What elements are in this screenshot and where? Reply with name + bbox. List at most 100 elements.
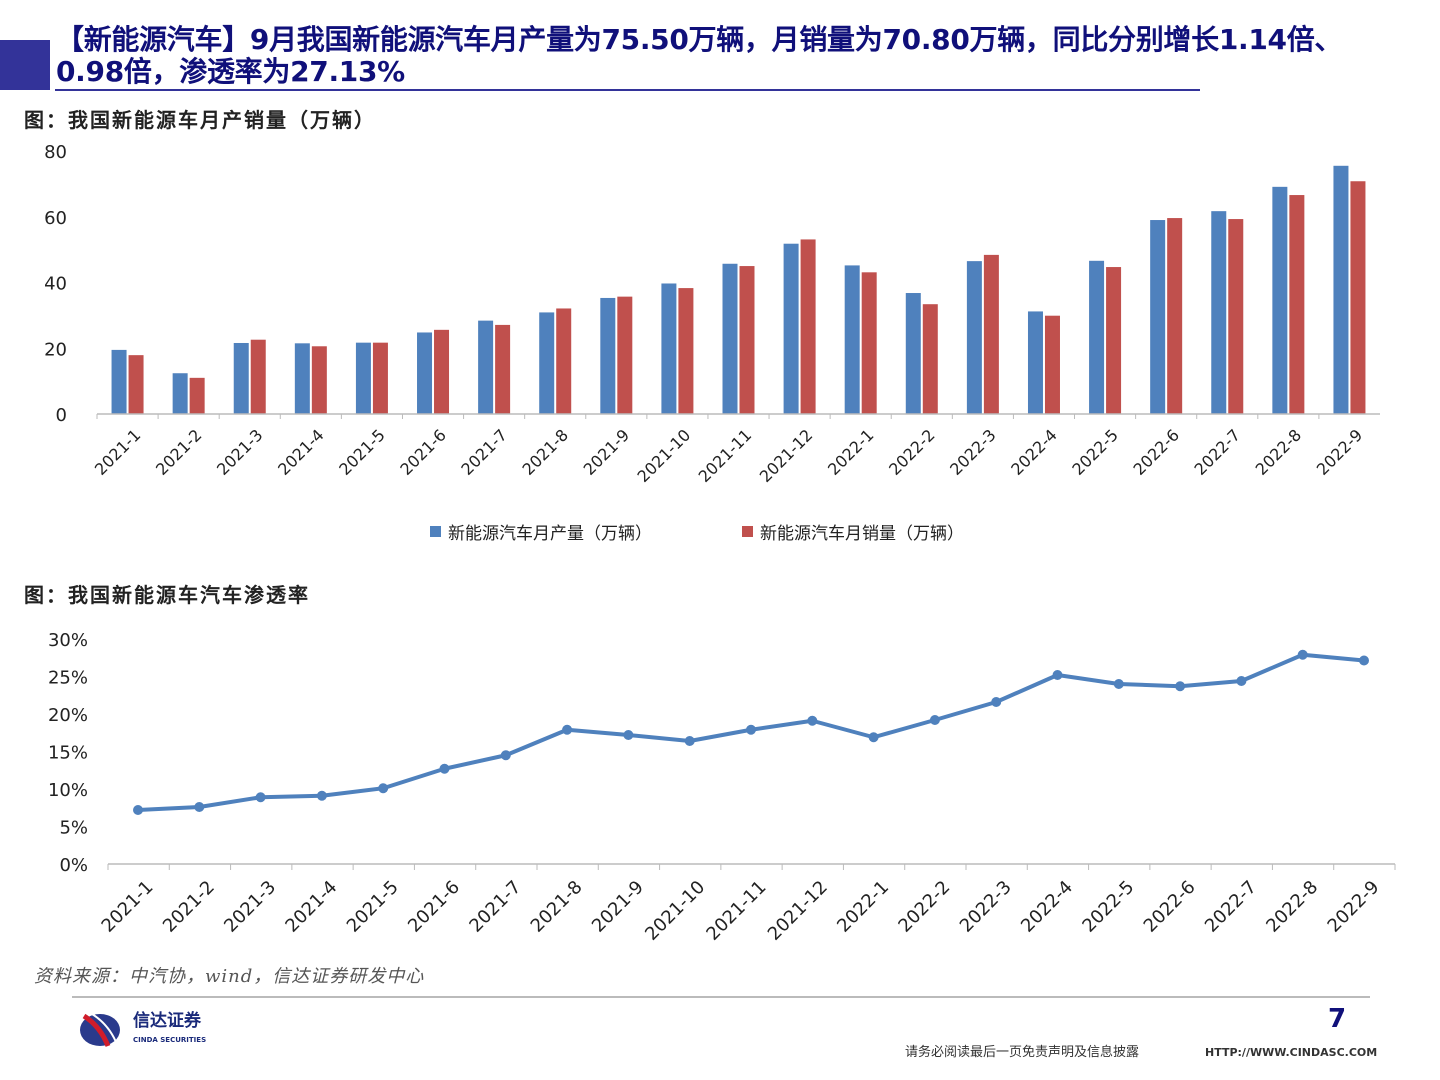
x-tick-label: 2021-5 [335,425,389,479]
bar-production [661,283,677,414]
x-tick-label: 2022-2 [894,877,954,937]
data-point [1052,670,1063,680]
y-tick-label: 5% [59,818,88,839]
y-tick-label: 80 [44,142,67,163]
website-link[interactable]: HTTP://WWW.CINDASC.COM [1205,1046,1378,1059]
bar-production [111,349,127,414]
bar-sales [372,342,388,414]
bar-sales [678,288,694,414]
data-point [500,750,511,761]
bar-sales [800,239,816,414]
x-tick-label: 2022-4 [1017,877,1077,937]
title-accent-block [0,40,50,90]
bar-production [417,332,433,414]
data-point [1113,679,1124,689]
x-tick-label: 2022-8 [1252,425,1306,479]
x-tick-label: 2022-7 [1191,425,1245,479]
y-tick-label: 60 [44,208,67,229]
x-tick-label: 2022-3 [956,877,1016,937]
data-point [1175,681,1186,692]
x-tick-label: 2022-3 [946,425,1000,479]
x-tick-label: 2021-12 [756,425,817,486]
bar-sales [556,308,572,414]
bar-sales [128,355,144,414]
y-tick-label: 20 [44,339,67,360]
bar-production [1027,311,1043,414]
bar-sales [739,266,755,414]
data-point [868,732,879,743]
data-point [746,724,756,735]
x-tick-label: 2021-10 [634,425,695,486]
x-tick-label: 2022-6 [1140,877,1200,937]
data-point [1359,655,1369,666]
logo-text-en: CINDA SECURITIES [133,1036,207,1044]
data-point [684,736,695,746]
title-underline [55,89,1200,91]
bar-sales [189,377,205,414]
bar-sales [250,339,266,414]
bar-production [844,265,860,414]
data-point [929,715,940,725]
x-tick-label: 2022-1 [833,877,893,937]
bar-production [1272,186,1288,414]
x-tick-label: 2022-4 [1007,425,1061,479]
bar-production [172,373,188,414]
x-tick-label: 2021-5 [343,877,403,937]
y-tick-label: 0 [56,405,67,426]
data-point [1236,676,1247,686]
data-point [807,715,818,726]
bar-production [966,261,982,414]
x-tick-label: 2021-6 [396,425,450,479]
line-chart: 0%5%10%15%20%25%30%2021-1 2021-2 2021-3 202… [48,630,1396,945]
data-point [439,763,450,774]
y-tick-label: 10% [48,780,88,801]
x-tick-label: 2021-11 [702,877,770,945]
x-tick-label: 2022-5 [1068,425,1122,479]
x-tick-label: 2022-2 [885,425,939,479]
x-tick-label: 2021-11 [695,425,756,486]
bar-production [1089,260,1105,414]
legend-label: 新能源汽车月销量（万辆） [760,524,964,544]
legend-swatch [430,526,441,537]
bar-sales [434,329,450,414]
data-point [316,790,327,801]
y-tick-label: 25% [48,668,88,689]
bar-sales [983,254,999,414]
x-tick-label: 2021-4 [274,425,328,479]
y-tick-label: 30% [48,630,88,651]
x-tick-label: 2022-6 [1129,425,1183,479]
x-tick-label: 2021-8 [527,877,587,937]
bar-production [783,243,799,414]
x-tick-label: 2022-9 [1313,425,1367,479]
bar-production [1150,220,1166,414]
line-chart-title: 图：我国新能源车汽车渗透率 [24,583,310,607]
x-tick-label: 2022-8 [1262,877,1322,937]
disclaimer: 请务必阅读最后一页免责声明及信息披露 [905,1045,1140,1060]
bar-chart-title: 图：我国新能源车月产销量（万辆） [24,108,376,132]
x-tick-label: 2021-1 [91,425,145,479]
bar-production [600,297,616,414]
y-tick-label: 40 [44,274,67,295]
x-tick-label: 2021-12 [764,877,832,945]
x-tick-label: 2021-6 [404,877,464,937]
footer-divider [72,996,1370,998]
logo-text-cn: 信达证券 [133,1011,201,1031]
x-tick-label: 2021-2 [152,425,206,479]
bar-production [539,312,555,414]
data-point [133,805,143,815]
bar-production [478,320,494,414]
x-tick-label: 2021-2 [159,877,219,937]
x-tick-label: 2021-3 [220,877,280,937]
bar-sales [922,304,938,414]
cinda-logo-icon [80,1013,120,1047]
data-point [623,730,634,740]
x-tick-label: 2022-7 [1201,877,1261,937]
bar-sales [1044,315,1060,414]
x-tick-label: 2022-9 [1324,877,1384,937]
x-tick-label: 2021-4 [281,877,341,937]
bar-production [1333,165,1349,414]
bar-production [722,263,738,414]
bar-sales [1350,181,1366,414]
data-point [255,792,266,803]
